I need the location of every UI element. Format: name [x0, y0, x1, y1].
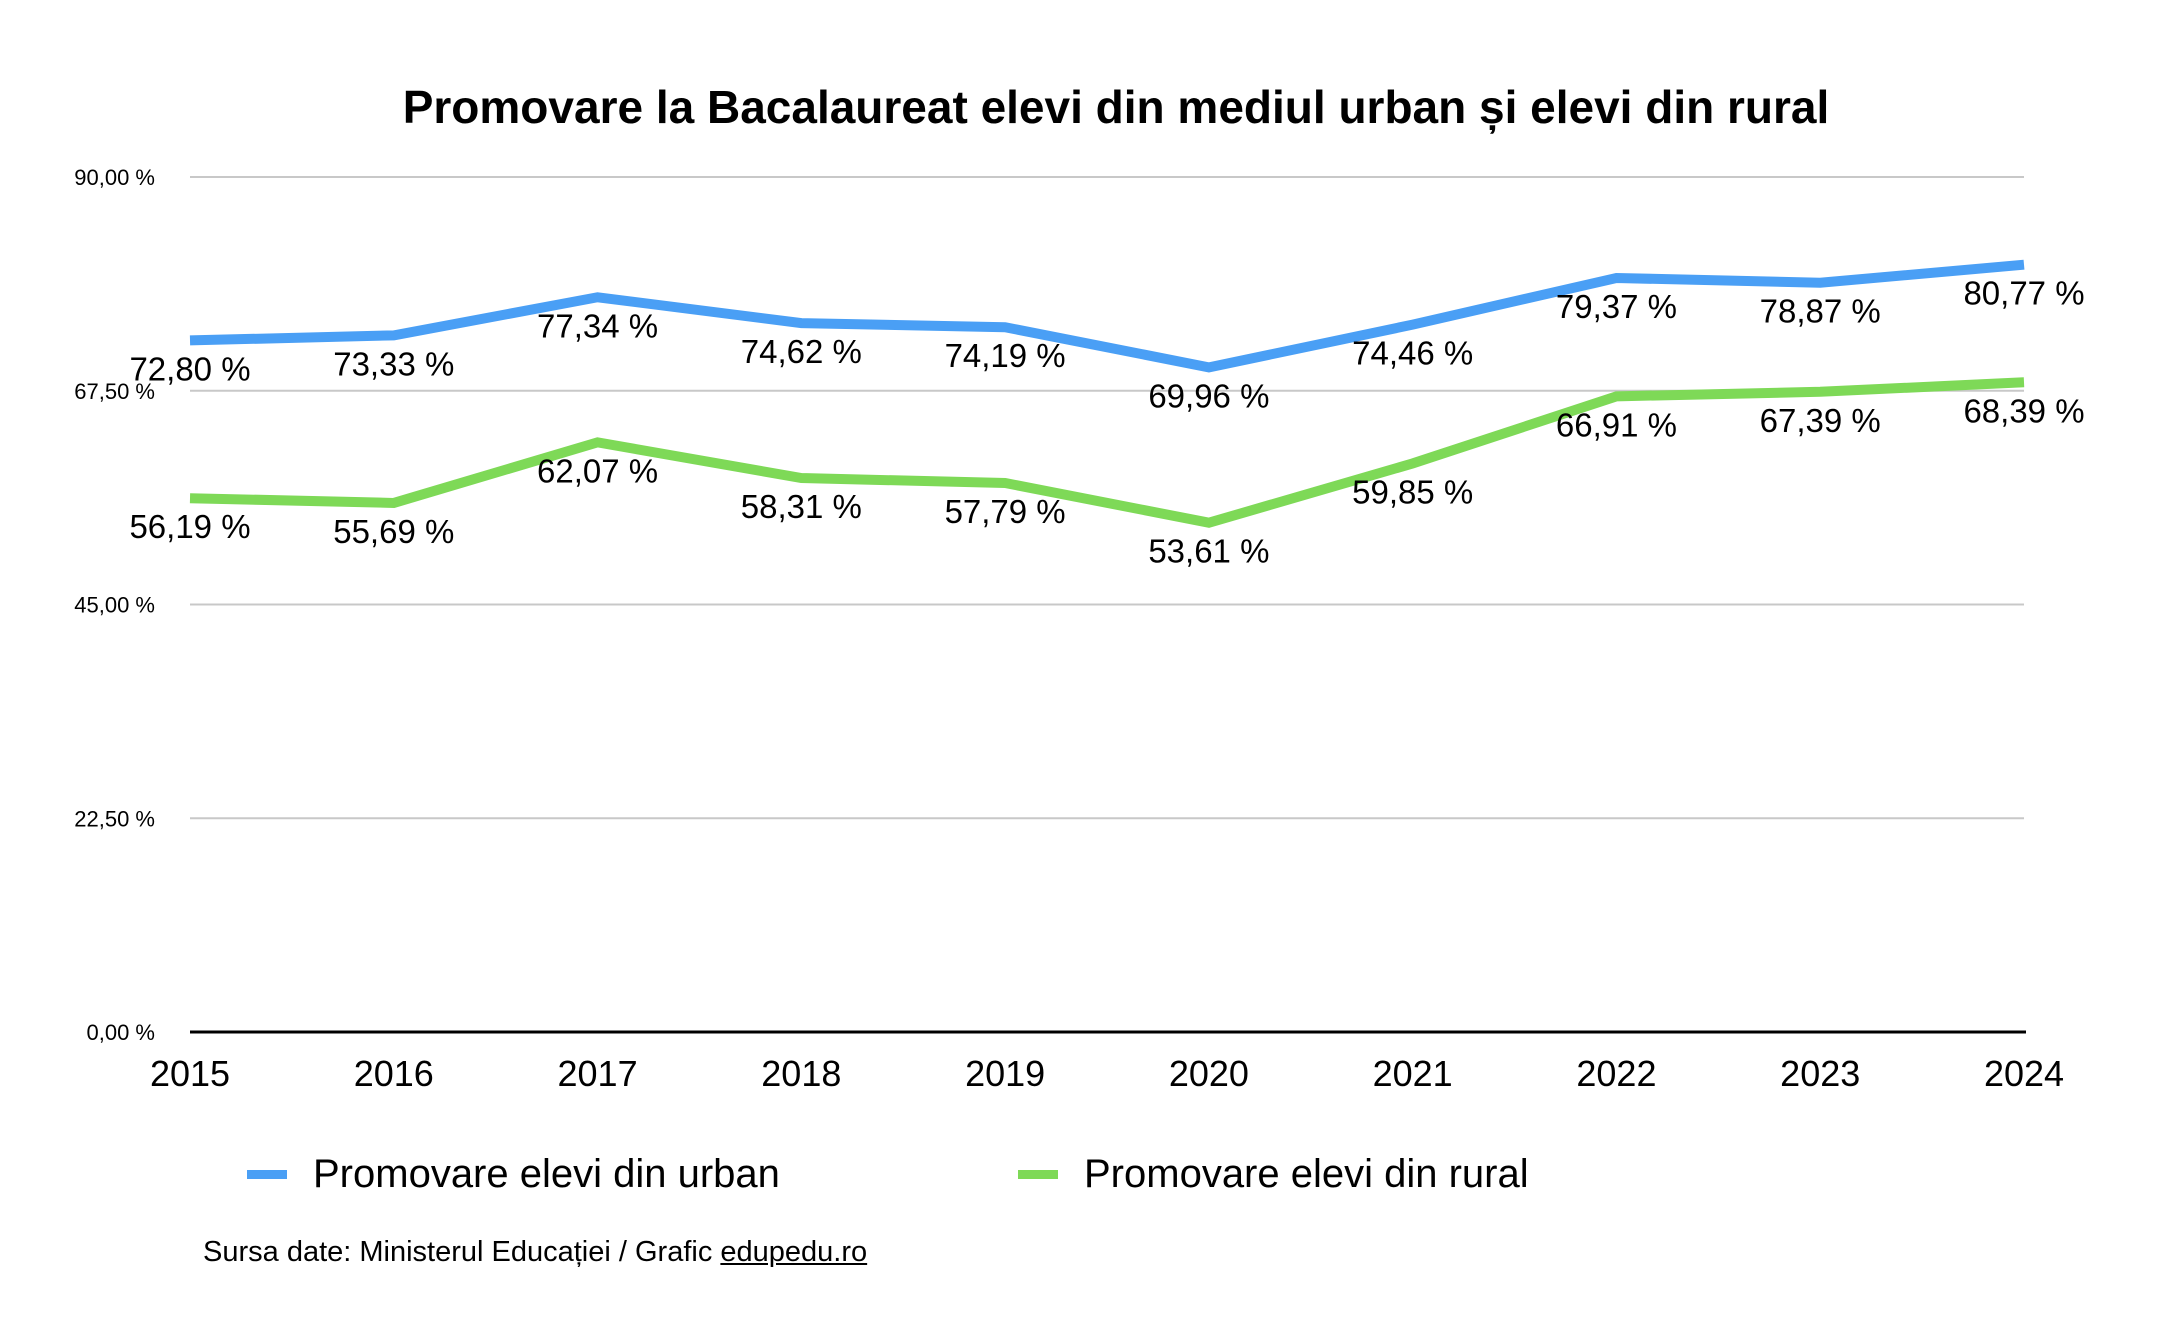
- series-line-urban: [189, 259, 2025, 373]
- legend-item-urban[interactable]: Promovare elevi din urban: [247, 1148, 780, 1200]
- data-label: 79,37 %: [1556, 288, 1677, 325]
- source-link[interactable]: edupedu.ro: [720, 1236, 868, 1268]
- x-tick-label: 2018: [761, 1053, 841, 1094]
- data-labels: 72,80 % 73,33 % 77,34 % 74,62 % 74,19 % 69,96…: [129, 275, 2084, 570]
- data-label: 67,39 %: [1760, 402, 1881, 439]
- data-label: 59,85 %: [1352, 473, 1473, 510]
- data-label: 55,69 %: [333, 513, 454, 550]
- x-axis: 2015 2016 2017 2018 2019 2020 2021 2022 2023 2024: [150, 1053, 2064, 1094]
- x-tick-label: 2021: [1373, 1053, 1453, 1094]
- data-label: 77,34 %: [537, 307, 658, 344]
- source-note: Sursa date: Ministerul Educației / Grafi…: [203, 1236, 867, 1269]
- y-tick-label: 45,00 %: [74, 593, 155, 618]
- x-tick-label: 2015: [150, 1053, 230, 1094]
- y-tick-label: 0,00 %: [87, 1020, 156, 1045]
- data-label: 68,39 %: [1963, 392, 2084, 429]
- legend-swatch-rural: [1018, 1169, 1058, 1179]
- y-tick-label: 22,50 %: [74, 806, 155, 831]
- data-label: 56,19 %: [129, 508, 250, 545]
- y-axis: 0,00 % 22,50 % 45,00 % 67,50 % 90,00 %: [74, 165, 155, 1045]
- series: [189, 259, 2025, 528]
- legend: Promovare elevi din urban Promovare elev…: [0, 1148, 2157, 1200]
- x-tick-label: 2024: [1984, 1053, 2064, 1094]
- x-tick-label: 2019: [965, 1053, 1045, 1094]
- data-label: 74,62 %: [741, 333, 862, 370]
- y-tick-label: 67,50 %: [74, 379, 155, 404]
- x-tick-label: 2022: [1576, 1053, 1656, 1094]
- x-tick-label: 2020: [1169, 1053, 1249, 1094]
- legend-label-urban: Promovare elevi din urban: [313, 1151, 780, 1196]
- data-label: 73,33 %: [333, 345, 454, 382]
- data-label: 53,61 %: [1148, 533, 1269, 570]
- gridlines: [190, 176, 2026, 1034]
- data-label: 62,07 %: [537, 452, 658, 489]
- data-label: 74,19 %: [945, 337, 1066, 374]
- data-label: 72,80 %: [129, 350, 250, 387]
- chart-title: Promovare la Bacalaureat elevi din mediu…: [403, 81, 1830, 134]
- x-tick-label: 2023: [1780, 1053, 1860, 1094]
- data-label: 58,31 %: [741, 488, 862, 525]
- source-text: Sursa date: Ministerul Educației / Grafi…: [203, 1236, 721, 1268]
- data-label: 66,91 %: [1556, 406, 1677, 443]
- data-label: 57,79 %: [945, 493, 1066, 530]
- legend-swatch-urban: [247, 1169, 287, 1179]
- data-label: 69,96 %: [1148, 377, 1269, 414]
- data-label: 78,87 %: [1760, 293, 1881, 330]
- y-tick-label: 90,00 %: [74, 165, 155, 190]
- x-tick-label: 2016: [354, 1053, 434, 1094]
- x-tick-label: 2017: [558, 1053, 638, 1094]
- data-label: 80,77 %: [1963, 275, 2084, 312]
- series-line-rural: [189, 377, 2025, 528]
- legend-item-rural[interactable]: Promovare elevi din rural: [1018, 1148, 1529, 1200]
- data-label: 74,46 %: [1352, 335, 1473, 372]
- legend-label-rural: Promovare elevi din rural: [1084, 1151, 1529, 1196]
